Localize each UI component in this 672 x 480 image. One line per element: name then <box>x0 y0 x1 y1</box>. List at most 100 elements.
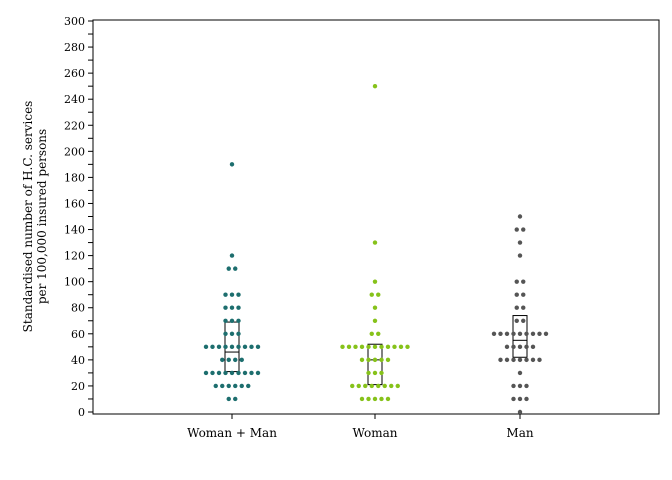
data-point <box>229 162 235 167</box>
data-point <box>223 344 228 350</box>
data-point <box>521 318 526 323</box>
data-point <box>514 305 519 310</box>
x-category-label: Man <box>506 426 533 440</box>
data-point <box>239 383 244 389</box>
data-point <box>517 357 523 363</box>
data-point <box>524 344 529 350</box>
data-point <box>521 279 526 284</box>
y-tick-label: 0 <box>78 406 85 419</box>
data-point <box>369 331 374 336</box>
data-point <box>379 370 384 376</box>
data-point <box>517 240 523 245</box>
data-point <box>372 357 378 363</box>
y-tick-label: 220 <box>64 119 85 132</box>
y-tick-label: 160 <box>64 197 85 210</box>
data-point <box>366 370 371 376</box>
data-point <box>213 383 218 389</box>
data-point <box>229 370 235 376</box>
data-point <box>242 370 248 376</box>
series-group <box>491 214 549 415</box>
data-point <box>229 292 235 297</box>
data-point <box>229 253 235 258</box>
series-group <box>203 162 261 402</box>
data-point <box>236 318 241 323</box>
data-point <box>369 292 374 297</box>
data-point <box>372 396 378 402</box>
y-axis: 0 20 40 60 80 100 120 140 160 180 200 220 240 260 280 3… <box>64 15 93 419</box>
data-point <box>521 292 526 297</box>
data-point <box>356 383 361 389</box>
data-point <box>491 331 497 336</box>
data-point <box>405 344 410 350</box>
iqr-box <box>512 315 528 358</box>
data-point <box>255 344 261 350</box>
data-point <box>511 357 516 363</box>
data-point <box>524 357 529 363</box>
data-point <box>233 383 238 389</box>
data-point <box>392 344 397 350</box>
data-point <box>530 344 536 350</box>
data-point <box>226 266 231 271</box>
data-point <box>233 266 238 271</box>
data-point <box>517 214 523 219</box>
data-point <box>226 357 231 363</box>
y-axis-title-line: per 100,000 insured persons <box>35 129 49 304</box>
data-point <box>350 383 355 389</box>
x-category-label: Woman + Man <box>187 426 277 440</box>
data-point <box>514 279 519 284</box>
data-point <box>385 357 391 363</box>
data-point <box>376 292 381 297</box>
data-point <box>233 357 238 363</box>
data-point <box>226 396 231 402</box>
data-point <box>530 331 536 336</box>
data-point <box>379 357 384 363</box>
data-point <box>220 357 225 363</box>
data-point <box>372 370 378 376</box>
data-point <box>372 318 378 323</box>
data-point <box>398 344 404 350</box>
y-axis-title: Standardised number of H.C. servicesper … <box>21 101 49 333</box>
y-tick-label: 260 <box>64 67 85 80</box>
series-layer <box>203 83 549 415</box>
data-point <box>236 292 241 297</box>
data-point <box>223 370 228 376</box>
data-point <box>379 344 384 350</box>
data-point <box>216 344 222 350</box>
data-point <box>226 383 231 389</box>
data-point <box>242 344 248 350</box>
data-point <box>369 383 374 389</box>
data-point <box>340 344 345 350</box>
data-point <box>537 331 542 336</box>
y-tick-label: 240 <box>64 93 85 106</box>
x-category-label: Woman <box>352 426 397 440</box>
data-point <box>229 305 235 310</box>
data-point <box>216 370 222 376</box>
data-point <box>233 396 238 402</box>
data-point <box>517 409 523 415</box>
y-tick-label: 120 <box>64 250 85 263</box>
data-point <box>517 383 523 389</box>
data-point <box>514 292 519 297</box>
data-point <box>385 396 391 402</box>
data-point <box>229 331 235 336</box>
data-point <box>517 331 523 336</box>
y-tick-label: 60 <box>71 328 85 341</box>
data-point <box>537 357 542 363</box>
y-tick-label: 180 <box>64 171 85 184</box>
data-point <box>511 344 516 350</box>
data-point <box>530 357 536 363</box>
data-point <box>229 344 235 350</box>
data-point <box>246 383 251 389</box>
data-point <box>223 318 228 323</box>
data-point <box>236 370 241 376</box>
data-point <box>511 331 516 336</box>
data-point <box>359 344 365 350</box>
y-tick-label: 100 <box>64 276 85 289</box>
y-tick-label: 40 <box>71 354 85 367</box>
data-point <box>363 383 368 389</box>
y-tick-label: 200 <box>64 145 85 158</box>
data-point <box>203 344 209 350</box>
data-point <box>220 383 225 389</box>
data-point <box>514 227 519 232</box>
data-point <box>372 83 378 89</box>
